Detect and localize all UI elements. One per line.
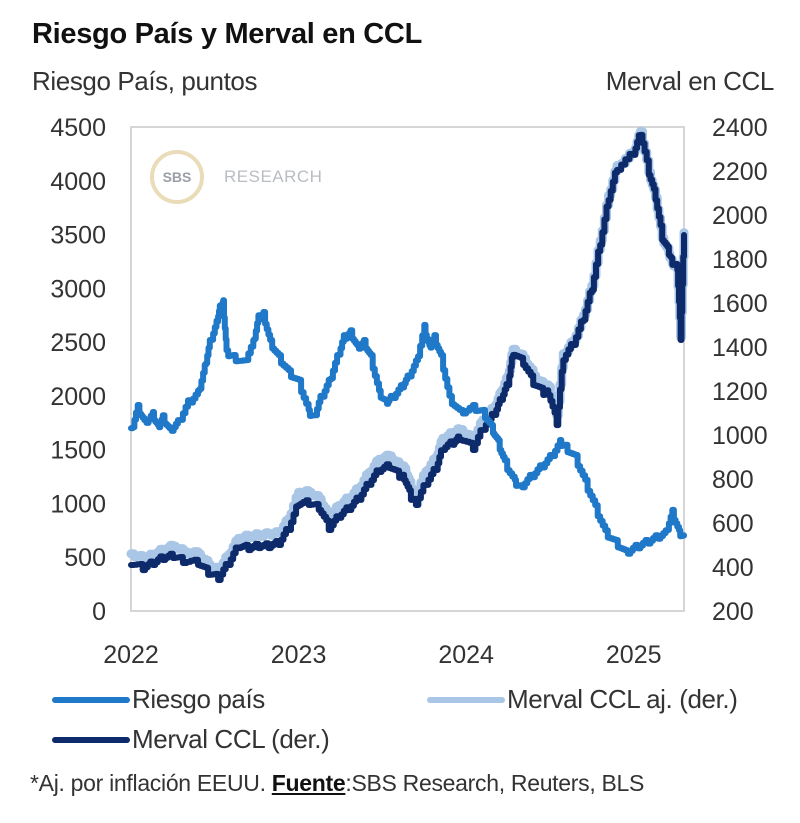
watermark-text: RESEARCH [224,167,323,186]
legend-item-merval-ccl-aj: Merval CCL aj. (der.) [427,684,738,715]
x-axis-tick-label: 2024 [438,641,494,669]
chart-title: Riesgo País y Merval en CCL [32,18,422,50]
left-axis-title: Riesgo País, puntos [32,66,258,96]
x-axis-tick-label: 2022 [103,641,159,669]
footnote-prefix: *Aj. por inflación EEUU. [30,770,272,796]
right-axis-tick-label: 1600 [712,290,768,318]
right-axis-tick-label: 2400 [712,114,768,142]
legend-item-riesgo-pais: Riesgo país [52,684,265,715]
legend-swatch-riesgo-pais [52,696,130,703]
right-axis-tick-label: 1400 [712,334,768,362]
left-axis-tick-label: 500 [64,544,106,572]
right-axis-tick-label: 2000 [712,202,768,230]
series-line-merval-ccl-der [128,131,687,583]
right-axis-tick-label: 600 [712,510,754,538]
watermark-logo: SBS RESEARCH [150,150,322,204]
legend-label: Riesgo país [132,684,265,714]
right-axis-tick-label: 1800 [712,246,768,274]
x-axis: 2022 2023 2024 2025 [103,641,661,669]
left-axis-tick-label: 1000 [50,490,106,518]
x-axis-tick-label: 2025 [606,641,662,669]
left-axis-tick-label: 3000 [50,275,106,303]
left-axis: 0 500 1000 1500 2000 2500 3000 3500 4000 4500 [50,114,106,626]
footnote-source-label: Fuente [271,770,346,796]
left-axis-tick-label: 4500 [50,114,106,142]
plot-frame [130,126,685,612]
legend-label: Merval CCL (der.) [132,724,330,754]
footnote-source-text: :SBS Research, Reuters, BLS [345,770,645,796]
footnote: *Aj. por inflación EEUU. Fuente:SBS Rese… [30,770,644,797]
series-line-riesgo-pa-s [128,297,687,557]
left-axis-tick-label: 2500 [50,329,106,357]
left-axis-tick-label: 2000 [50,383,106,411]
right-axis-title: Merval en CCL [605,66,775,96]
right-axis-tick-label: 800 [712,466,754,494]
right-axis: 200 400 600 800 1000 1200 1400 1600 1800 2000 2200… [712,114,768,626]
right-axis-tick-label: 2200 [712,158,768,186]
legend-item-merval-ccl: Merval CCL (der.) [52,724,330,755]
x-axis-tick-label: 2023 [271,641,327,669]
right-axis-tick-label: 1000 [712,422,768,450]
right-axis-tick-label: 1200 [712,378,768,406]
legend-label: Merval CCL aj. (der.) [507,684,738,714]
legend-swatch-merval-ccl [52,736,130,743]
series-lines [126,126,689,583]
left-axis-tick-label: 0 [92,598,106,626]
right-axis-tick-label: 400 [712,554,754,582]
sbs-logo-icon: SBS [150,150,204,204]
left-axis-tick-label: 3500 [50,222,106,250]
left-axis-tick-label: 1500 [50,437,106,465]
left-axis-tick-label: 4000 [50,168,106,196]
legend-swatch-merval-ccl-aj [427,696,505,703]
right-axis-tick-label: 200 [712,598,754,626]
